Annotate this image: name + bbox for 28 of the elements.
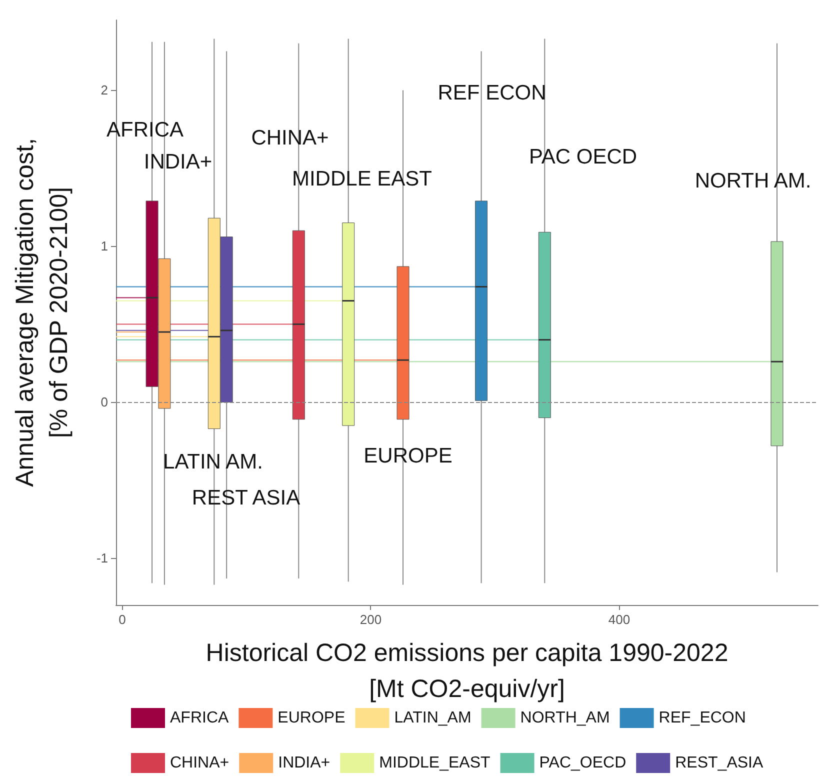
legend-label: AFRICA <box>170 710 229 726</box>
annotation: MIDDLE EAST <box>292 168 432 190</box>
legend-label: PAC_OECD <box>539 754 626 772</box>
legend-label: REST_ASIA <box>675 754 764 772</box>
y-tick-label: 0 <box>100 394 108 410</box>
annotation: EUROPE <box>364 444 452 468</box>
x-tick-label: 0 <box>118 612 126 627</box>
y-tick-label: -1 <box>96 550 108 566</box>
annotation: REF ECON <box>438 82 546 104</box>
legend-label: LATIN_AM <box>394 710 472 726</box>
y-axis-title: Annual average Mitigation cost, [% of GDP 2020-2100] <box>11 138 73 487</box>
annotation: NORTH AM. <box>694 170 812 192</box>
annotation: REST ASIA <box>192 486 300 510</box>
x-axis-title: Historical CO2 emissions per capita 1990-2022 [Mt CO2-equiv/yr] <box>206 639 728 703</box>
annotation: LATIN AM. <box>163 450 263 474</box>
legend-label: EUROPE <box>278 710 346 726</box>
legend-label: NORTH_AM <box>520 710 610 726</box>
legend-label: CHINA+ <box>170 754 230 772</box>
annotation: INDIA+ <box>144 150 212 174</box>
x-tick-label: 200 <box>360 612 382 627</box>
legend-label: MIDDLE_EAST <box>379 754 491 772</box>
legend-label: REF_ECON <box>658 710 746 726</box>
x-tick-label: 400 <box>608 612 630 627</box>
y-tick-label: 2 <box>100 82 108 98</box>
annotation: PAC OECD <box>528 146 638 168</box>
legend-label: INDIA+ <box>278 754 330 772</box>
y-tick-label: 1 <box>100 238 108 254</box>
annotation: CHINA+ <box>251 126 329 150</box>
